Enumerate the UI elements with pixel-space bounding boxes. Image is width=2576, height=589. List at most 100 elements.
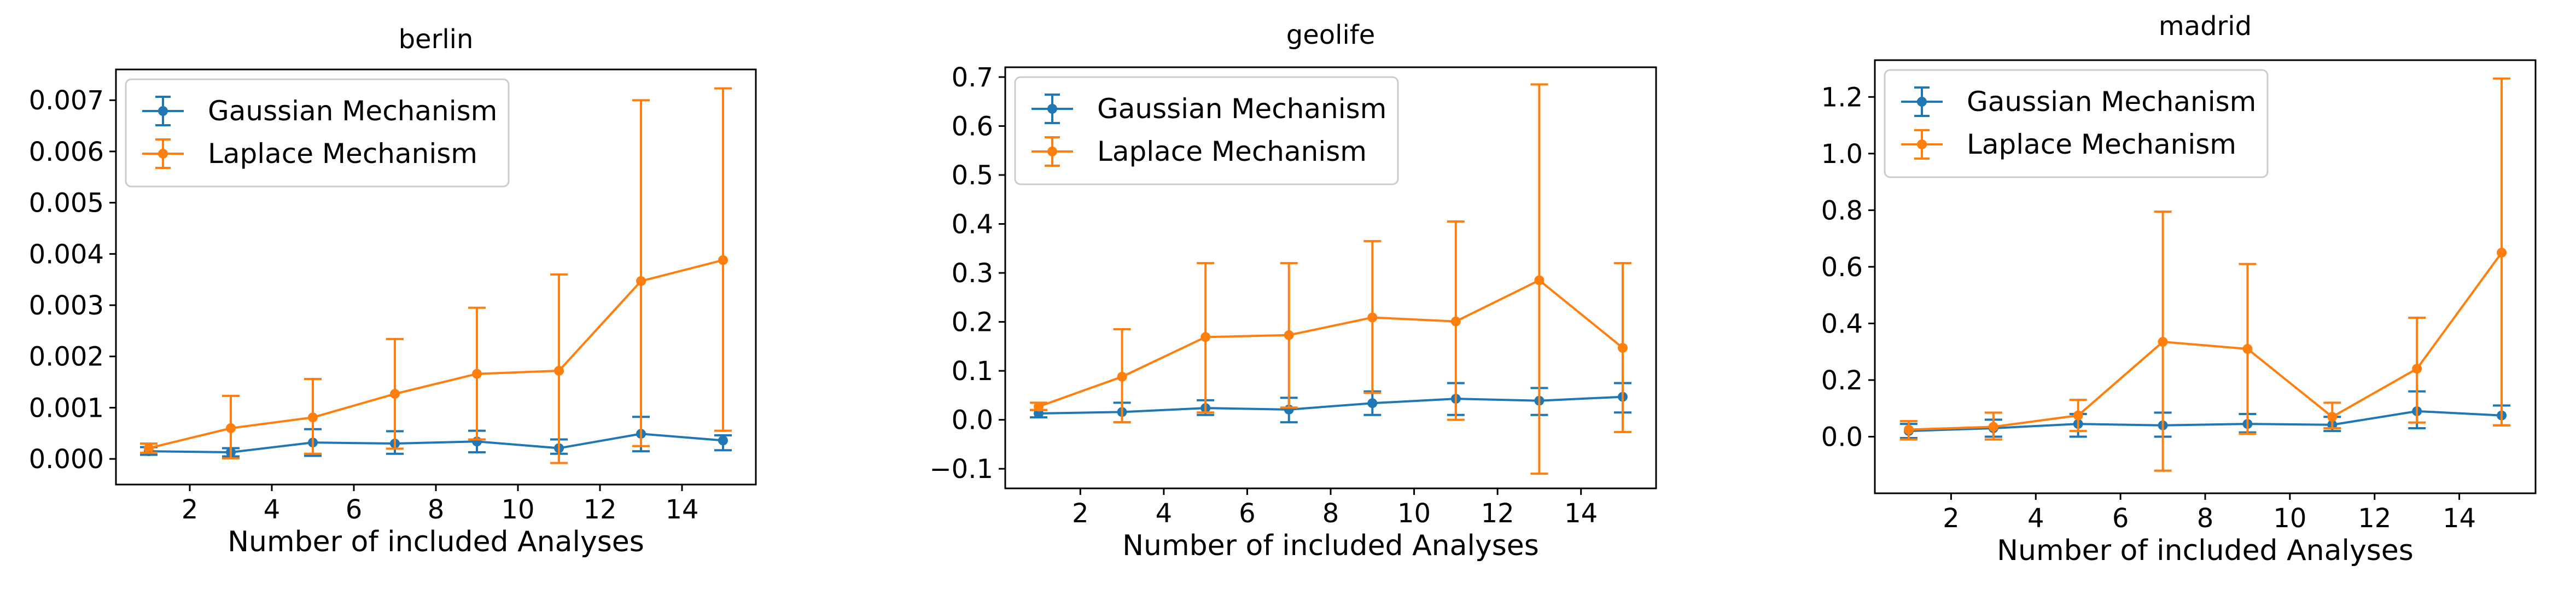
y-tick-label: 0.4 xyxy=(952,209,993,240)
legend: Gaussian Mechanism Laplace Mechanism xyxy=(1014,76,1399,185)
data-point xyxy=(226,423,236,433)
y-tick-label: 0.6 xyxy=(952,111,993,142)
legend-box xyxy=(1884,69,2269,178)
data-point xyxy=(472,369,482,379)
legend: Gaussian Mechanism Laplace Mechanism xyxy=(125,78,510,188)
y-tick-label: 0.006 xyxy=(29,137,104,167)
x-axis-label: Number of included Analyses xyxy=(1997,534,2414,567)
data-point xyxy=(554,365,564,376)
data-point xyxy=(2242,344,2253,354)
legend-label-gaussian: Gaussian Mechanism xyxy=(1097,93,1386,125)
y-tick-label: 0.0 xyxy=(1821,422,1863,452)
x-tick-label: 8 xyxy=(2197,503,2214,534)
data-point xyxy=(2412,364,2422,374)
chart-title: madrid xyxy=(2159,11,2252,42)
data-point xyxy=(1117,371,1127,382)
x-tick-label: 6 xyxy=(1239,498,1256,529)
series-laplace xyxy=(1899,77,2511,472)
y-tick-label: 0.4 xyxy=(1821,308,1863,339)
legend-label-gaussian: Gaussian Mechanism xyxy=(1967,86,2256,118)
data-point xyxy=(390,389,400,399)
data-point xyxy=(144,443,154,453)
x-tick-label: 12 xyxy=(2358,503,2391,534)
x-tick-label: 14 xyxy=(2443,503,2476,534)
legend-label-laplace: Laplace Mechanism xyxy=(1967,129,2236,160)
series-laplace xyxy=(140,87,732,464)
x-axis-label: Number of included Analyses xyxy=(1122,529,1539,562)
data-point xyxy=(1988,422,1998,432)
x-tick-label: 6 xyxy=(2112,503,2129,534)
x-tick-label: 12 xyxy=(1481,498,1514,529)
data-point xyxy=(2497,248,2507,258)
chart-panel-geolife: geolife 2 4 6 8 10 12 14 −0.1 0.0 0.1 0.2 0.3 0.4 0.5 0… xyxy=(929,20,1657,562)
y-tick-label: 0.5 xyxy=(952,160,993,191)
chart-panel-madrid: madrid 2 4 6 8 10 12 14 0.0 0.2 0.4 0.6 0.8 1.0 1.2 Num… xyxy=(1821,11,2537,567)
legend-marker-laplace xyxy=(1047,147,1057,156)
data-point xyxy=(1450,316,1461,326)
series-laplace xyxy=(1030,83,1631,475)
x-tick-label: 14 xyxy=(665,494,698,525)
legend-label-laplace: Laplace Mechanism xyxy=(208,138,477,170)
chart-title: geolife xyxy=(1286,20,1375,50)
series-line xyxy=(148,259,724,450)
y-tick-label: 1.0 xyxy=(1821,139,1863,170)
series-line xyxy=(1908,252,2503,431)
x-tick-label: 10 xyxy=(1397,498,1431,529)
y-tick-label: −0.1 xyxy=(929,454,993,485)
chart-title: berlin xyxy=(399,24,474,55)
data-point xyxy=(1534,275,1545,285)
x-tick-label: 2 xyxy=(182,494,199,525)
y-tick-label: 0.6 xyxy=(1821,252,1863,283)
legend-label-gaussian: Gaussian Mechanism xyxy=(208,95,497,127)
series-line xyxy=(1908,410,2502,433)
data-point xyxy=(2073,410,2083,421)
y-tick-label: 0.007 xyxy=(29,85,104,116)
x-tick-label: 10 xyxy=(2273,503,2306,534)
data-point xyxy=(1034,401,1044,412)
x-tick-label: 4 xyxy=(1156,498,1173,529)
legend: Gaussian Mechanism Laplace Mechanism xyxy=(1884,69,2269,178)
y-tick-label: 0.1 xyxy=(952,356,993,387)
data-point xyxy=(2327,412,2338,422)
legend-box xyxy=(125,78,510,188)
data-point xyxy=(718,435,728,446)
y-tick-label: 0.2 xyxy=(952,307,993,338)
data-point xyxy=(308,412,318,423)
x-tick-label: 8 xyxy=(1322,498,1339,529)
series-line xyxy=(148,433,724,453)
x-tick-label: 6 xyxy=(346,494,363,525)
y-tick-label: 0.8 xyxy=(1821,195,1863,226)
x-tick-label: 12 xyxy=(583,494,616,525)
y-tick-label: 0.0 xyxy=(952,405,993,436)
data-point xyxy=(1200,332,1211,342)
data-point xyxy=(1367,312,1378,323)
series-gaussian xyxy=(1030,382,1631,424)
legend-marker-gaussian xyxy=(1917,97,1927,107)
y-tick-label: 1.2 xyxy=(1821,82,1863,113)
y-tick-label: 0.004 xyxy=(29,239,104,270)
x-tick-label: 8 xyxy=(428,494,445,525)
x-tick-label: 4 xyxy=(2027,503,2044,534)
legend-marker-gaussian xyxy=(158,106,168,116)
legend-marker-laplace xyxy=(158,149,168,159)
x-axis-label: Number of included Analyses xyxy=(228,526,644,558)
y-tick-label: 0.001 xyxy=(29,393,104,423)
data-point xyxy=(718,255,728,265)
legend-marker-gaussian xyxy=(1047,104,1057,114)
x-tick-label: 10 xyxy=(501,494,534,525)
series-line xyxy=(1038,395,1623,415)
data-point xyxy=(1617,343,1628,353)
legend-marker-laplace xyxy=(1917,139,1927,149)
chart-panel-berlin: berlin 2 4 6 8 10 12 14 0.000 0.001 0.002 0.003 0.00… xyxy=(29,24,757,558)
y-tick-label: 0.7 xyxy=(952,62,993,93)
x-tick-label: 14 xyxy=(1564,498,1598,529)
x-tick-label: 4 xyxy=(264,494,281,525)
data-point xyxy=(1367,398,1378,409)
data-point xyxy=(636,276,646,286)
x-tick-label: 2 xyxy=(1072,498,1089,529)
y-tick-label: 0.000 xyxy=(29,444,104,475)
y-tick-label: 0.005 xyxy=(29,188,104,219)
y-tick-label: 0.003 xyxy=(29,290,104,321)
legend-label-laplace: Laplace Mechanism xyxy=(1097,136,1367,167)
